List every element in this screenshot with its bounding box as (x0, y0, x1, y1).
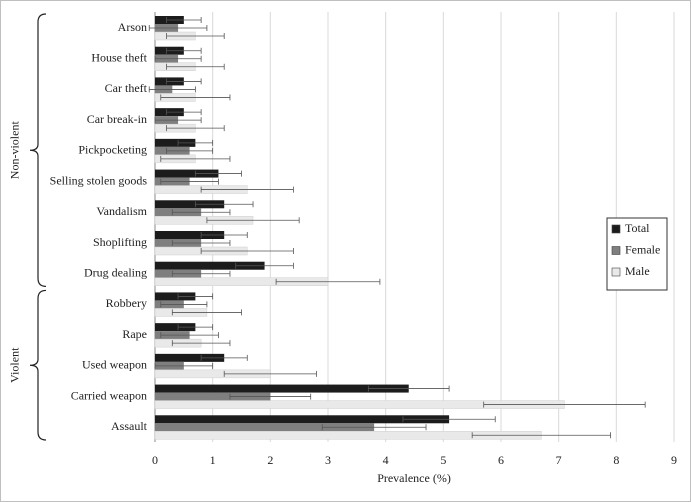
x-tick-label: 6 (498, 453, 504, 467)
bar (155, 169, 219, 178)
bar (155, 392, 271, 401)
group-label: Violent (8, 347, 22, 383)
x-tick-label: 9 (671, 453, 677, 467)
legend-swatch (611, 246, 621, 255)
error-bar (166, 33, 225, 39)
error-bar (171, 340, 231, 347)
y-tick-label: Arson (118, 20, 147, 34)
y-tick-label: Vandalism (96, 204, 147, 218)
error-bar (235, 262, 294, 269)
x-tick-label: 8 (613, 453, 619, 467)
error-bar (200, 232, 248, 238)
bar (155, 323, 196, 332)
group-brace (29, 289, 47, 441)
y-tick-label: Used weapon (82, 358, 147, 372)
error-bar (160, 178, 219, 185)
error-bar (154, 55, 202, 62)
error-bar (321, 424, 427, 431)
bar (155, 200, 225, 209)
legend-label: Female (625, 242, 660, 256)
error-bar (160, 94, 231, 101)
group-label: Non-violent (8, 121, 22, 180)
error-bar (154, 117, 202, 124)
y-tick-label: Robbery (106, 296, 147, 310)
y-tick-label: Car theft (105, 81, 148, 95)
legend-label: Total (625, 221, 650, 235)
legend-swatch (611, 224, 621, 234)
error-bar (171, 270, 231, 277)
error-bar (171, 309, 242, 316)
error-bar (402, 416, 496, 423)
error-bar (200, 186, 294, 193)
y-tick-label: Shoplifting (93, 235, 147, 249)
bar (155, 292, 196, 301)
bar (155, 384, 409, 393)
error-bar (367, 385, 450, 392)
error-bar (223, 370, 317, 377)
error-bar (483, 401, 646, 408)
error-bar (275, 278, 381, 285)
error-bar (194, 201, 254, 208)
bar (155, 415, 450, 424)
x-tick-label: 1 (210, 453, 216, 467)
error-bar (160, 332, 219, 339)
y-tick-label: Pickpocketing (78, 143, 147, 157)
error-bar (171, 209, 231, 216)
bar (155, 423, 375, 432)
error-bar (160, 155, 231, 162)
error-bar (166, 125, 225, 132)
y-tick-label: Assault (111, 419, 148, 433)
x-axis-label: Prevalence (%) (377, 471, 451, 485)
error-bar (177, 139, 214, 146)
error-bar (200, 248, 294, 254)
error-bar (166, 63, 225, 70)
bar (155, 138, 196, 147)
error-bar (166, 17, 202, 23)
error-bar (166, 78, 202, 85)
error-bar (166, 109, 202, 116)
error-bar (177, 324, 214, 331)
y-tick-label: Rape (122, 327, 147, 341)
error-bar (148, 86, 196, 93)
legend-label: Male (625, 264, 650, 278)
x-tick-label: 5 (440, 453, 446, 467)
error-bar (166, 47, 202, 54)
x-tick-label: 0 (152, 453, 158, 467)
group-brace (29, 13, 47, 288)
error-bar (154, 362, 214, 369)
y-tick-label: Drug dealing (84, 265, 147, 279)
x-tick-label: 3 (325, 453, 331, 467)
bar (155, 261, 265, 270)
y-tick-label: Carried weapon (71, 388, 147, 402)
x-tick-label: 2 (267, 453, 273, 467)
error-bar (200, 354, 248, 361)
error-bar (177, 293, 214, 300)
bar (155, 353, 225, 362)
y-tick-label: House theft (91, 50, 147, 64)
x-tick-label: 7 (556, 453, 562, 467)
y-tick-label: Car break-in (87, 112, 147, 126)
error-bar (206, 217, 300, 224)
x-tick-label: 4 (383, 453, 389, 467)
error-bar (194, 170, 242, 177)
bar (155, 231, 225, 239)
legend-swatch (611, 267, 621, 277)
error-bar (160, 301, 208, 308)
error-bar (229, 393, 312, 400)
error-bar (166, 147, 214, 154)
error-bar (171, 240, 231, 246)
error-bar (148, 25, 208, 31)
error-bar (471, 432, 611, 439)
y-tick-label: Selling stolen goods (50, 173, 148, 187)
